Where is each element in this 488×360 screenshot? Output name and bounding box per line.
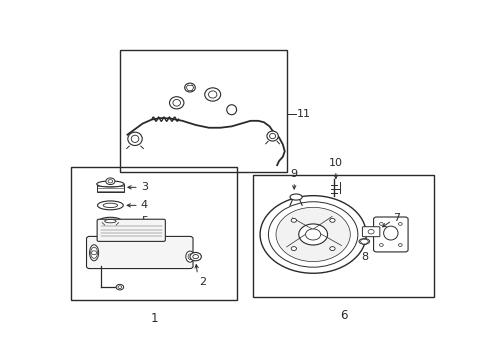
Ellipse shape [189, 252, 201, 261]
Ellipse shape [289, 194, 302, 200]
Ellipse shape [90, 247, 97, 258]
Ellipse shape [97, 201, 123, 210]
Ellipse shape [266, 131, 278, 141]
Ellipse shape [290, 247, 296, 251]
Circle shape [268, 202, 357, 267]
Ellipse shape [226, 105, 236, 115]
Ellipse shape [208, 91, 217, 98]
Ellipse shape [104, 220, 116, 223]
Text: 5: 5 [141, 216, 147, 226]
Ellipse shape [383, 226, 397, 240]
Ellipse shape [269, 134, 275, 139]
Ellipse shape [188, 254, 191, 260]
Ellipse shape [185, 251, 194, 262]
Text: 8: 8 [361, 252, 368, 262]
Bar [120, 50, 286, 172]
Circle shape [379, 222, 383, 225]
Ellipse shape [184, 83, 195, 92]
Circle shape [298, 224, 327, 245]
FancyBboxPatch shape [362, 227, 379, 237]
Ellipse shape [358, 239, 369, 244]
Text: 7: 7 [392, 213, 399, 224]
Ellipse shape [173, 99, 180, 106]
Circle shape [105, 178, 115, 185]
Ellipse shape [131, 135, 139, 143]
Ellipse shape [329, 219, 334, 222]
Text: 10: 10 [328, 158, 342, 168]
Circle shape [275, 207, 349, 262]
Ellipse shape [103, 203, 117, 208]
Circle shape [260, 195, 366, 273]
Circle shape [91, 251, 97, 255]
FancyBboxPatch shape [86, 237, 193, 269]
FancyBboxPatch shape [97, 219, 165, 242]
Bar [252, 175, 433, 297]
Ellipse shape [290, 219, 296, 222]
Text: 9: 9 [290, 169, 297, 179]
Text: 1: 1 [150, 312, 158, 325]
Circle shape [398, 222, 401, 225]
Ellipse shape [116, 284, 123, 290]
Text: 2: 2 [199, 278, 206, 287]
Ellipse shape [329, 247, 334, 251]
Bar [97, 184, 124, 192]
Text: 11: 11 [297, 109, 310, 119]
Ellipse shape [192, 255, 198, 259]
Ellipse shape [99, 217, 122, 225]
Circle shape [118, 286, 122, 288]
Ellipse shape [204, 88, 220, 101]
Ellipse shape [169, 97, 183, 109]
Ellipse shape [89, 245, 99, 261]
Text: 3: 3 [141, 183, 147, 192]
FancyBboxPatch shape [373, 217, 407, 252]
Ellipse shape [97, 181, 124, 187]
Ellipse shape [367, 229, 373, 234]
Text: 4: 4 [141, 201, 147, 210]
Circle shape [305, 229, 320, 240]
Ellipse shape [127, 132, 142, 145]
Text: 6: 6 [339, 309, 346, 322]
Circle shape [398, 244, 401, 246]
Circle shape [108, 180, 112, 183]
Circle shape [379, 244, 383, 246]
Bar [70, 167, 237, 300]
